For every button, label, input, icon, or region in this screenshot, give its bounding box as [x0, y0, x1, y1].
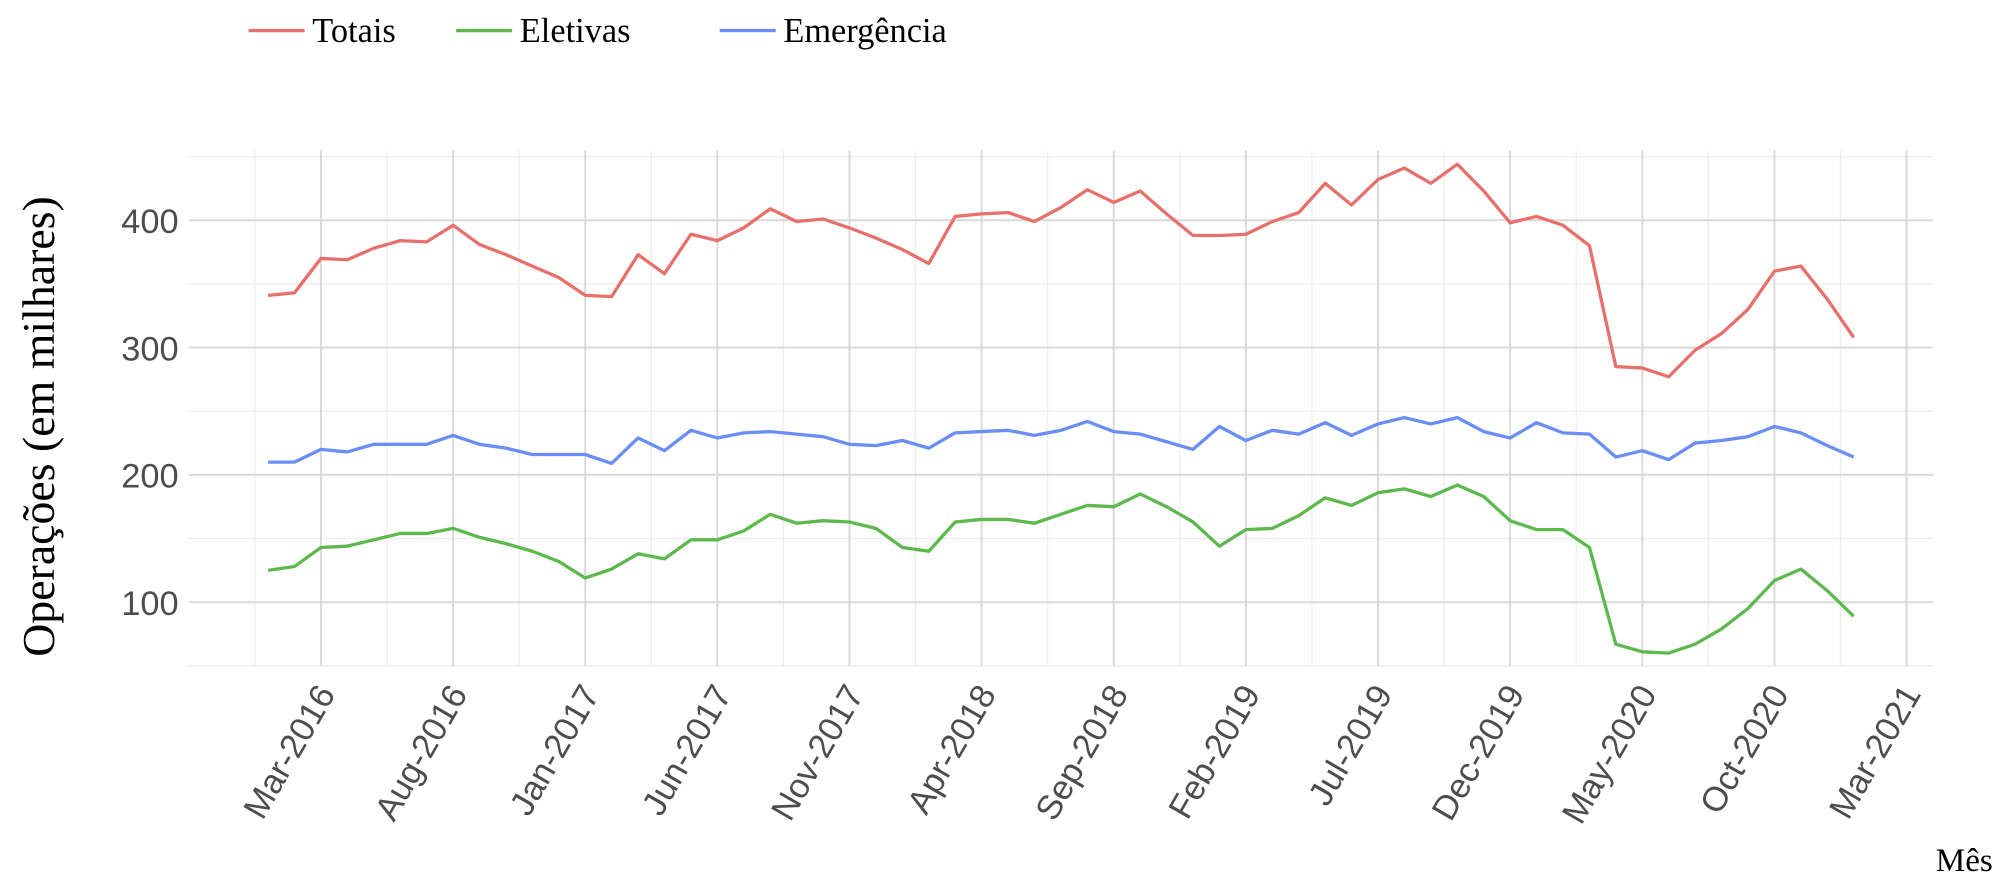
x-tick-label: Jun-2017 [635, 679, 740, 822]
y-tick-label: 300 [121, 330, 178, 368]
x-tick-label: Jul-2019 [1301, 679, 1400, 812]
legend-item: Eletivas [456, 12, 630, 50]
legend-label: Emergência [783, 12, 946, 50]
y-axis-label: Operações (em milhares) [13, 196, 64, 657]
x-tick-label: Mar-2021 [1822, 679, 1928, 825]
y-tick-label: 400 [121, 203, 178, 241]
legend-label: Eletivas [520, 12, 631, 50]
x-tick-label: Aug-2016 [368, 679, 475, 827]
x-tick-label: Nov-2017 [764, 679, 871, 827]
x-tick-label: Sep-2018 [1029, 679, 1136, 827]
x-tick-label: Apr-2018 [900, 679, 1004, 820]
x-tick-label: Jan-2017 [503, 679, 608, 822]
y-tick-label: 200 [121, 458, 178, 496]
x-tick-label: Mar-2016 [237, 679, 343, 825]
y-tick-label: 100 [121, 585, 178, 623]
series-line [267, 162, 1856, 379]
legend-label: Totais [312, 12, 395, 50]
x-tick-label: Oct-2020 [1693, 679, 1797, 820]
series-line [268, 415, 1855, 466]
x-tick-label: Feb-2019 [1162, 679, 1268, 825]
x-tick-label: Dec-2019 [1425, 679, 1532, 827]
legend-item: Totais [248, 12, 396, 50]
x-tick-label: May-2020 [1555, 679, 1664, 830]
series-line [267, 483, 1855, 655]
x-axis-label: Mês [1936, 843, 1993, 879]
legend-item: Emergência [719, 12, 947, 50]
